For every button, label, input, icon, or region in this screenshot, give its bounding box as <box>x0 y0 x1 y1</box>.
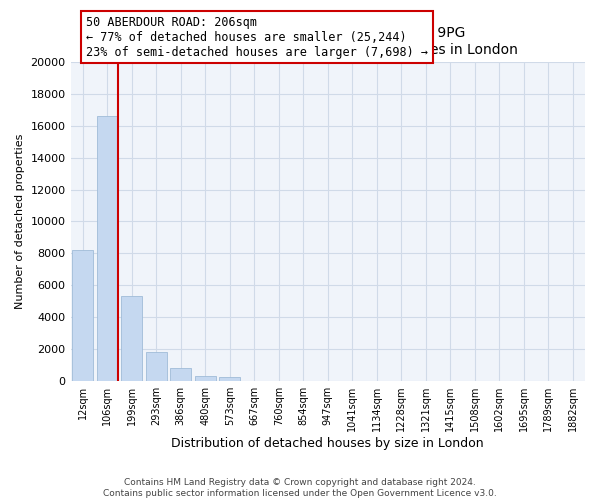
Bar <box>73 250 93 381</box>
Bar <box>195 376 215 381</box>
Y-axis label: Number of detached properties: Number of detached properties <box>15 134 25 309</box>
Bar <box>121 296 142 381</box>
Text: Contains HM Land Registry data © Crown copyright and database right 2024.
Contai: Contains HM Land Registry data © Crown c… <box>103 478 497 498</box>
Title: 50, ABERDOUR ROAD, ILFORD, IG3 9PG
Size of property relative to detached houses : 50, ABERDOUR ROAD, ILFORD, IG3 9PG Size … <box>137 26 518 56</box>
X-axis label: Distribution of detached houses by size in London: Distribution of detached houses by size … <box>172 437 484 450</box>
Bar <box>170 368 191 381</box>
Bar <box>220 376 240 381</box>
Text: 50 ABERDOUR ROAD: 206sqm
← 77% of detached houses are smaller (25,244)
23% of se: 50 ABERDOUR ROAD: 206sqm ← 77% of detach… <box>86 16 428 58</box>
Bar <box>97 116 118 381</box>
Bar <box>146 352 167 381</box>
